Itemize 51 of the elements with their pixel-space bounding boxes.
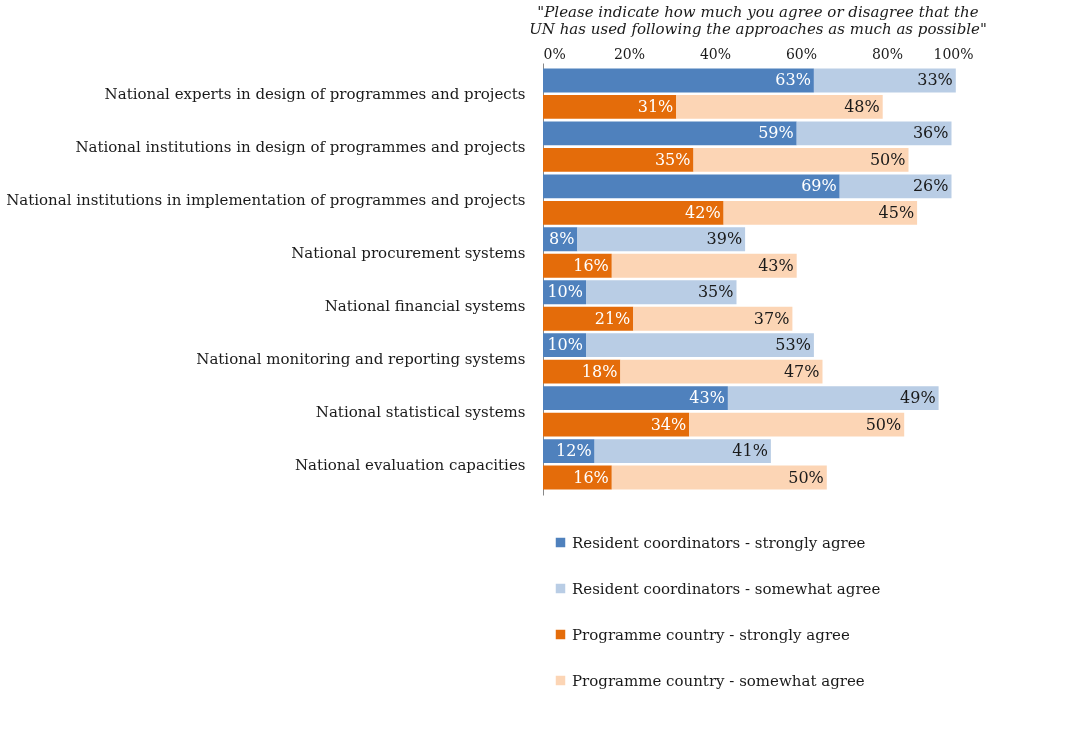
- data-label: 48%: [844, 96, 880, 116]
- chart-title: "Please indicate how much you agree or disagree that the UN has used following the approaches as much as possible": [529, 3, 987, 38]
- data-label: 53%: [775, 335, 811, 355]
- data-label: 33%: [917, 70, 953, 90]
- data-label: 45%: [878, 202, 915, 222]
- data-label: 69%: [801, 176, 837, 196]
- data-label: 37%: [753, 308, 790, 328]
- data-label: 41%: [732, 441, 768, 461]
- data-label: 50%: [865, 414, 902, 434]
- data-label: 16%: [573, 467, 609, 487]
- data-label: 16%: [573, 255, 609, 275]
- legend-label: Programme country - strongly agree: [572, 625, 850, 644]
- y-tick-label: National statistical systems: [315, 402, 526, 421]
- legend-label: Programme country - somewhat agree: [572, 671, 865, 690]
- data-label: 36%: [912, 123, 949, 143]
- x-tick-label: 100%: [933, 45, 974, 62]
- data-label: 42%: [685, 202, 721, 222]
- data-label: 50%: [869, 149, 906, 169]
- y-tick-label: National financial systems: [324, 296, 526, 315]
- x-tick-label: 0%: [543, 45, 566, 62]
- x-tick-label: 40%: [699, 45, 732, 62]
- data-label: 10%: [547, 335, 583, 355]
- data-label: 21%: [594, 308, 631, 328]
- data-label: 47%: [783, 361, 820, 381]
- data-label: 18%: [581, 361, 618, 381]
- data-label: 12%: [556, 441, 592, 461]
- x-tick-label: 60%: [785, 45, 818, 62]
- y-tick-label: National institutions in implementation of programmes and projects: [6, 190, 526, 209]
- legend-label: Resident coordinators - strongly agree: [572, 533, 866, 552]
- data-label: 50%: [788, 467, 824, 487]
- y-tick-label: National institutions in design of programmes and projects: [75, 137, 526, 156]
- data-label: 34%: [650, 414, 687, 434]
- data-label: 63%: [775, 70, 811, 90]
- legend-label: Resident coordinators - somewhat agree: [572, 579, 881, 598]
- data-label: 43%: [689, 388, 725, 408]
- data-label: 39%: [706, 229, 743, 249]
- y-tick-label: National procurement systems: [291, 243, 526, 262]
- y-tick-label: National evaluation capacities: [294, 455, 526, 474]
- data-label: 43%: [758, 255, 794, 275]
- data-label: 8%: [549, 229, 575, 249]
- data-label: 35%: [654, 149, 691, 169]
- data-label: 31%: [637, 96, 674, 116]
- x-tick-label: 20%: [613, 45, 646, 62]
- data-label: 59%: [758, 123, 794, 143]
- y-tick-label: National experts in design of programmes and projects: [104, 84, 526, 103]
- data-label: 49%: [900, 388, 936, 408]
- data-label: 10%: [547, 282, 583, 302]
- data-label: 35%: [697, 282, 734, 302]
- x-tick-label: 80%: [871, 45, 904, 62]
- data-label: 26%: [912, 176, 949, 196]
- y-tick-label: National monitoring and reporting systems: [196, 349, 526, 368]
